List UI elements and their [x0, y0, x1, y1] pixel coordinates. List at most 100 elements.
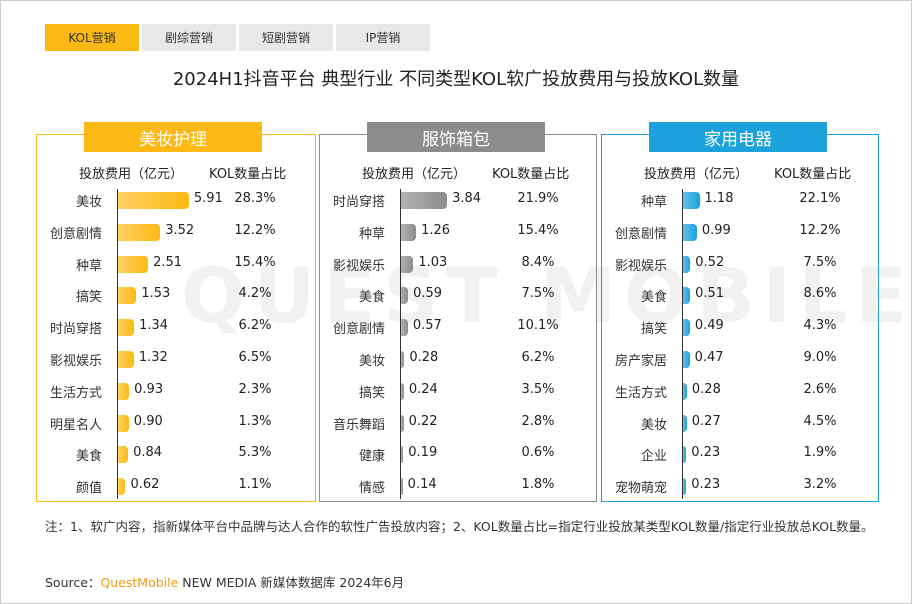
share-label: 12.2% — [799, 222, 841, 238]
value-label: 1.18 — [704, 191, 734, 206]
tab-ip[interactable]: IP营销 — [336, 24, 430, 51]
share-label: 9.0% — [803, 350, 837, 365]
share-label: 15.4% — [234, 254, 276, 270]
bar — [401, 382, 404, 400]
category-label: 创意剧情 — [332, 322, 385, 338]
bar — [683, 192, 700, 209]
bar — [118, 446, 129, 464]
bar — [118, 287, 137, 305]
category-label: 美妆 — [640, 417, 667, 433]
category-label: 搞笑 — [75, 290, 102, 306]
bar — [401, 319, 408, 337]
category-label: 情感 — [358, 481, 385, 497]
value-label: 0.27 — [691, 413, 721, 429]
source-brand: QuestMobile — [100, 575, 179, 590]
header-share: KOL数量占比 — [209, 167, 287, 182]
category-label: 种草 — [358, 226, 385, 242]
value-label: 2.51 — [153, 254, 183, 270]
category-label: 搞笑 — [358, 385, 385, 401]
axis-line — [400, 189, 401, 499]
bar — [118, 478, 126, 496]
panel-title: 家用电器 — [649, 122, 827, 152]
bar — [683, 446, 687, 464]
share-label: 7.5% — [521, 286, 555, 302]
category-label: 美食 — [75, 449, 102, 465]
share-label: 22.1% — [799, 191, 841, 206]
axis-line — [117, 189, 118, 499]
value-label: 0.28 — [691, 381, 721, 397]
share-label: 1.9% — [803, 445, 837, 461]
value-label: 3.84 — [452, 191, 482, 206]
tab-kol[interactable]: KOL营销 — [45, 24, 139, 51]
value-label: 1.03 — [418, 254, 448, 270]
bar — [401, 478, 403, 496]
bar — [683, 382, 687, 400]
bar — [683, 255, 691, 273]
bar — [683, 478, 687, 496]
panel-2: 家用电器 投放费用（亿元） KOL数量占比 种草 1.18 22.1% 创意剧情 … — [601, 122, 879, 502]
value-label: 0.22 — [408, 413, 438, 429]
bar — [118, 223, 161, 241]
tab-drama-variety[interactable]: 剧综营销 — [142, 24, 236, 51]
category-label: 房产家居 — [614, 354, 667, 369]
value-label: 0.84 — [133, 445, 163, 461]
value-label: 1.34 — [139, 318, 169, 334]
share-label: 7.5% — [803, 254, 837, 270]
axis-line — [682, 189, 683, 499]
share-label: 3.5% — [521, 381, 555, 397]
category-label: 美妆 — [358, 354, 385, 369]
header-share: KOL数量占比 — [774, 167, 852, 182]
category-label: 生活方式 — [49, 385, 102, 401]
category-label: 健康 — [358, 449, 385, 465]
value-label: 5.91 — [193, 191, 223, 206]
category-label: 美食 — [640, 290, 667, 306]
header-share: KOL数量占比 — [492, 167, 570, 182]
category-label: 宠物萌宠 — [614, 481, 667, 497]
bar — [118, 382, 130, 400]
share-label: 8.4% — [521, 254, 555, 270]
bar — [683, 319, 690, 337]
source-text: NEW MEDIA 新媒体数据库 2024年6月 — [178, 575, 405, 590]
value-label: 0.14 — [407, 477, 437, 493]
category-label: 时尚穿搭 — [332, 195, 385, 210]
category-label: 种草 — [640, 195, 667, 210]
category-label: 颜值 — [75, 481, 102, 497]
tab-bar: KOL营销 剧综营销 短剧营销 IP营销 — [45, 24, 430, 51]
bar — [401, 255, 414, 273]
bar — [401, 287, 409, 305]
bar — [118, 319, 135, 337]
value-label: 0.47 — [694, 350, 724, 365]
bar — [401, 351, 405, 368]
share-label: 10.1% — [517, 318, 559, 334]
value-label: 0.24 — [408, 381, 438, 397]
page-title: 2024H1抖音平台 典型行业 不同类型KOL软广投放费用与投放KOL数量 — [172, 69, 740, 90]
value-label: 0.59 — [413, 286, 443, 302]
panel-title: 服饰箱包 — [367, 122, 545, 152]
value-label: 0.28 — [409, 350, 439, 365]
value-label: 0.90 — [133, 413, 163, 429]
value-label: 0.51 — [695, 286, 725, 302]
value-label: 0.99 — [701, 222, 731, 238]
category-label: 创意剧情 — [614, 226, 667, 242]
value-label: 0.23 — [691, 477, 721, 493]
share-label: 1.8% — [521, 477, 555, 493]
share-label: 2.6% — [803, 381, 837, 397]
category-label: 音乐舞蹈 — [332, 417, 385, 433]
tab-short-drama[interactable]: 短剧营销 — [239, 24, 333, 51]
category-label: 时尚穿搭 — [49, 322, 102, 338]
value-label: 1.26 — [421, 222, 451, 238]
source-line: Source：QuestMobile NEW MEDIA 新媒体数据库 2024… — [45, 572, 404, 591]
bar — [683, 287, 691, 305]
share-label: 6.2% — [238, 318, 272, 334]
bar — [401, 446, 404, 464]
category-label: 生活方式 — [614, 385, 667, 401]
value-label: 0.23 — [691, 445, 721, 461]
bar — [118, 255, 149, 273]
share-label: 28.3% — [234, 191, 276, 206]
share-label: 0.6% — [521, 445, 555, 461]
value-label: 0.52 — [695, 254, 725, 270]
value-label: 0.49 — [694, 318, 724, 334]
bar — [401, 192, 448, 209]
category-label: 搞笑 — [640, 322, 667, 338]
share-label: 6.5% — [238, 350, 272, 365]
